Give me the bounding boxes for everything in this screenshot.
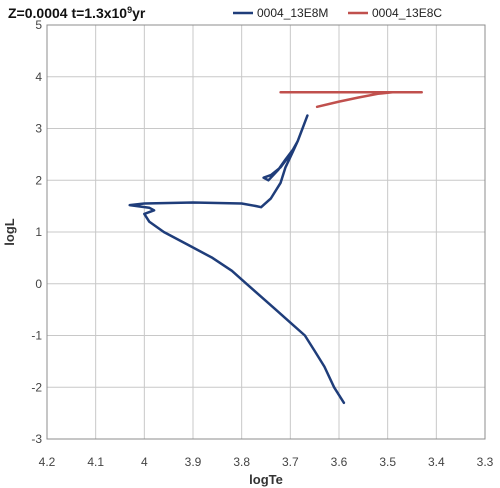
y-tick-labels: -3 -2 -1 0 1 2 3 4 5 (31, 18, 42, 446)
y-tick-label: -3 (31, 432, 42, 446)
chart-title-superscript: 9 (127, 5, 132, 15)
x-tick-labels: 4.2 4.1 4 3.9 3.8 3.7 3.6 3.5 3.4 3.3 (39, 455, 494, 469)
y-tick-label: 3 (35, 122, 42, 136)
series-line-0004-13e8m (128, 114, 346, 405)
y-tick-label: 0 (35, 277, 42, 291)
legend-label-0004-13e8m: 0004_13E8M (257, 6, 328, 20)
x-tick-label: 3.7 (282, 455, 299, 469)
chart-title-suffix: yr (132, 5, 146, 21)
series-layer (128, 91, 423, 405)
x-axis-label: logTe (249, 472, 283, 487)
y-tick-label: 5 (35, 18, 42, 32)
x-tick-label: 4.2 (39, 455, 56, 469)
y-tick-label: 1 (35, 225, 42, 239)
legend-label-0004-13e8c: 0004_13E8C (372, 6, 442, 20)
series-line-0004-13e8c (279, 91, 423, 109)
x-tick-label: 3.6 (331, 455, 348, 469)
chart-title-prefix: Z=0.0004 t=1.3x10 (8, 5, 127, 21)
x-tick-label: 3.8 (233, 455, 250, 469)
y-tick-label: -2 (31, 380, 42, 394)
x-tick-label: 4 (141, 455, 148, 469)
y-tick-label: 2 (35, 173, 42, 187)
chart-title: Z=0.0004 t=1.3x109yr (8, 5, 146, 21)
y-tick-label: -1 (31, 329, 42, 343)
y-axis-label: logL (2, 218, 17, 245)
x-tick-label: 3.5 (379, 455, 396, 469)
plot-area-border (46, 24, 486, 440)
x-tick-label: 3.3 (477, 455, 494, 469)
y-tick-label: 4 (35, 70, 42, 84)
x-tick-label: 3.9 (185, 455, 202, 469)
x-tick-label: 4.1 (87, 455, 104, 469)
legend: 0004_13E8M 0004_13E8C (233, 6, 442, 20)
x-tick-label: 3.4 (428, 455, 445, 469)
